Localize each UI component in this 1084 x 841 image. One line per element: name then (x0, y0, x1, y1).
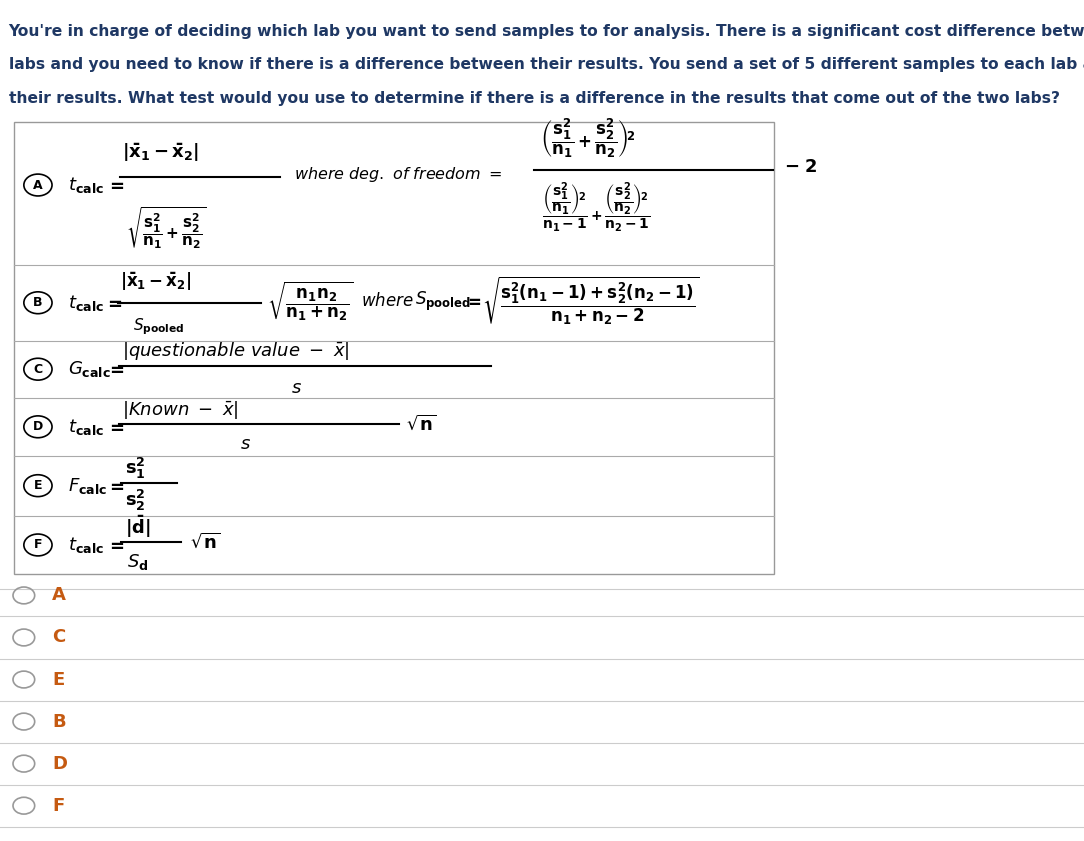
Text: $\mathbf{\mathit{G}_{calc}}$: $\mathbf{\mathit{G}_{calc}}$ (68, 359, 112, 379)
Text: D: D (52, 754, 67, 773)
Text: B: B (52, 712, 66, 731)
Text: $\mathbf{\mathit{t}_{calc}}$: $\mathbf{\mathit{t}_{calc}}$ (68, 417, 104, 436)
Text: $\mathbf{\mathit{S}_{pooled}}$: $\mathbf{\mathit{S}_{pooled}}$ (133, 316, 185, 336)
Text: $\mathbf{=}$: $\mathbf{=}$ (104, 294, 122, 312)
Text: $\mathit{where}$: $\mathit{where}$ (361, 292, 414, 310)
Text: $\mathbf{s_1^2}$: $\mathbf{s_1^2}$ (125, 457, 145, 481)
Text: $\mathbf{=}$: $\mathbf{=}$ (106, 536, 125, 554)
Text: $\mathbf{=}$: $\mathbf{=}$ (464, 292, 481, 310)
Text: You're in charge of deciding which lab you want to send samples to for analysis.: You're in charge of deciding which lab y… (9, 24, 1084, 39)
Text: $\mathbf{\left(\dfrac{s_1^2}{n_1}+\dfrac{s_2^2}{n_2}\right)^{\!2}}$: $\mathbf{\left(\dfrac{s_1^2}{n_1}+\dfrac… (540, 117, 636, 161)
Text: $\mathbf{-\ 2}$: $\mathbf{-\ 2}$ (784, 157, 817, 176)
Text: A: A (52, 586, 66, 605)
Text: D: D (33, 420, 43, 433)
Text: $\mathbf{=}$: $\mathbf{=}$ (106, 477, 125, 495)
Text: $\mathbf{\mathit{t}_{calc}}$: $\mathbf{\mathit{t}_{calc}}$ (68, 293, 104, 313)
Text: $\mathbf{=}$: $\mathbf{=}$ (106, 176, 125, 194)
Text: $\mathbf{=}$: $\mathbf{=}$ (106, 418, 125, 436)
Text: $\mathbf{\mathit{t}_{calc}}$: $\mathbf{\mathit{t}_{calc}}$ (68, 535, 104, 555)
Text: $\mathbf{\mathit{F}_{calc}}$: $\mathbf{\mathit{F}_{calc}}$ (68, 476, 107, 495)
Text: A: A (34, 178, 42, 192)
Text: $\mathbf{\mathit{s}}$: $\mathbf{\mathit{s}}$ (291, 378, 301, 397)
Text: F: F (52, 796, 64, 815)
Bar (14, 122, 774, 574)
Text: $\mathbf{\sqrt{n}}$: $\mathbf{\sqrt{n}}$ (406, 415, 437, 434)
Text: $\mathbf{\sqrt{\dfrac{s_1^2(n_1-1)+s_2^2(n_2-1)}{n_1+n_2-2}}}$: $\mathbf{\sqrt{\dfrac{s_1^2(n_1-1)+s_2^2… (482, 275, 700, 327)
Text: $\mathbf{\mathit{t}_{calc}}$: $\mathbf{\mathit{t}_{calc}}$ (68, 175, 104, 195)
Text: F: F (34, 538, 42, 552)
Text: $\mathit{where\ deg.\ of\ freedom\ =}$: $\mathit{where\ deg.\ of\ freedom\ =}$ (294, 166, 502, 184)
Text: $\mathbf{\mathit{S}_d}$: $\mathbf{\mathit{S}_d}$ (127, 552, 149, 572)
Text: $\mathbf{=}$: $\mathbf{=}$ (106, 360, 125, 378)
Text: B: B (34, 296, 42, 309)
Text: their results. What test would you use to determine if there is a difference in : their results. What test would you use t… (9, 91, 1060, 106)
Text: $\mathbf{\mathit{s}}$: $\mathbf{\mathit{s}}$ (240, 435, 250, 452)
Text: $\mathbf{\sqrt{n}}$: $\mathbf{\sqrt{n}}$ (190, 533, 220, 552)
Text: C: C (34, 362, 42, 376)
Text: E: E (34, 479, 42, 492)
Text: C: C (52, 628, 65, 647)
Text: $\mathbf{\mathit{|Known\ -\ \bar{x}|}}$: $\mathbf{\mathit{|Known\ -\ \bar{x}|}}$ (122, 399, 240, 421)
Text: $\mathbf{s_2^2}$: $\mathbf{s_2^2}$ (125, 489, 145, 513)
Text: $\mathbf{|\bar{d}|}$: $\mathbf{|\bar{d}|}$ (125, 513, 151, 540)
Text: $\mathbf{\mathit{S}_{pooled}}$: $\mathbf{\mathit{S}_{pooled}}$ (415, 289, 472, 313)
Text: $\mathbf{\dfrac{\left(\dfrac{s_1^2}{n_1}\right)^{\!2}}{n_1-1}+\dfrac{\left(\dfra: $\mathbf{\dfrac{\left(\dfrac{s_1^2}{n_1}… (542, 181, 650, 235)
Text: E: E (52, 670, 64, 689)
Text: $\mathbf{\mathit{|questionable\ value\ -\ \bar{x}|}}$: $\mathbf{\mathit{|questionable\ value\ -… (122, 340, 350, 362)
Text: $\mathbf{|\bar{x}_1 - \bar{x}_2|}$: $\mathbf{|\bar{x}_1 - \bar{x}_2|}$ (120, 271, 192, 293)
Text: $\mathbf{\sqrt{\dfrac{n_1 n_2}{n_1+n_2}}}$: $\mathbf{\sqrt{\dfrac{n_1 n_2}{n_1+n_2}}… (267, 279, 353, 323)
Text: labs and you need to know if there is a difference between their results. You se: labs and you need to know if there is a … (9, 57, 1084, 72)
Text: $\mathbf{\sqrt{\dfrac{s_1^2}{n_1}+\dfrac{s_2^2}{n_2}}}$: $\mathbf{\sqrt{\dfrac{s_1^2}{n_1}+\dfrac… (126, 206, 206, 251)
Text: $\mathbf{|\bar{x}_1 - \bar{x}_2|}$: $\mathbf{|\bar{x}_1 - \bar{x}_2|}$ (122, 142, 199, 164)
